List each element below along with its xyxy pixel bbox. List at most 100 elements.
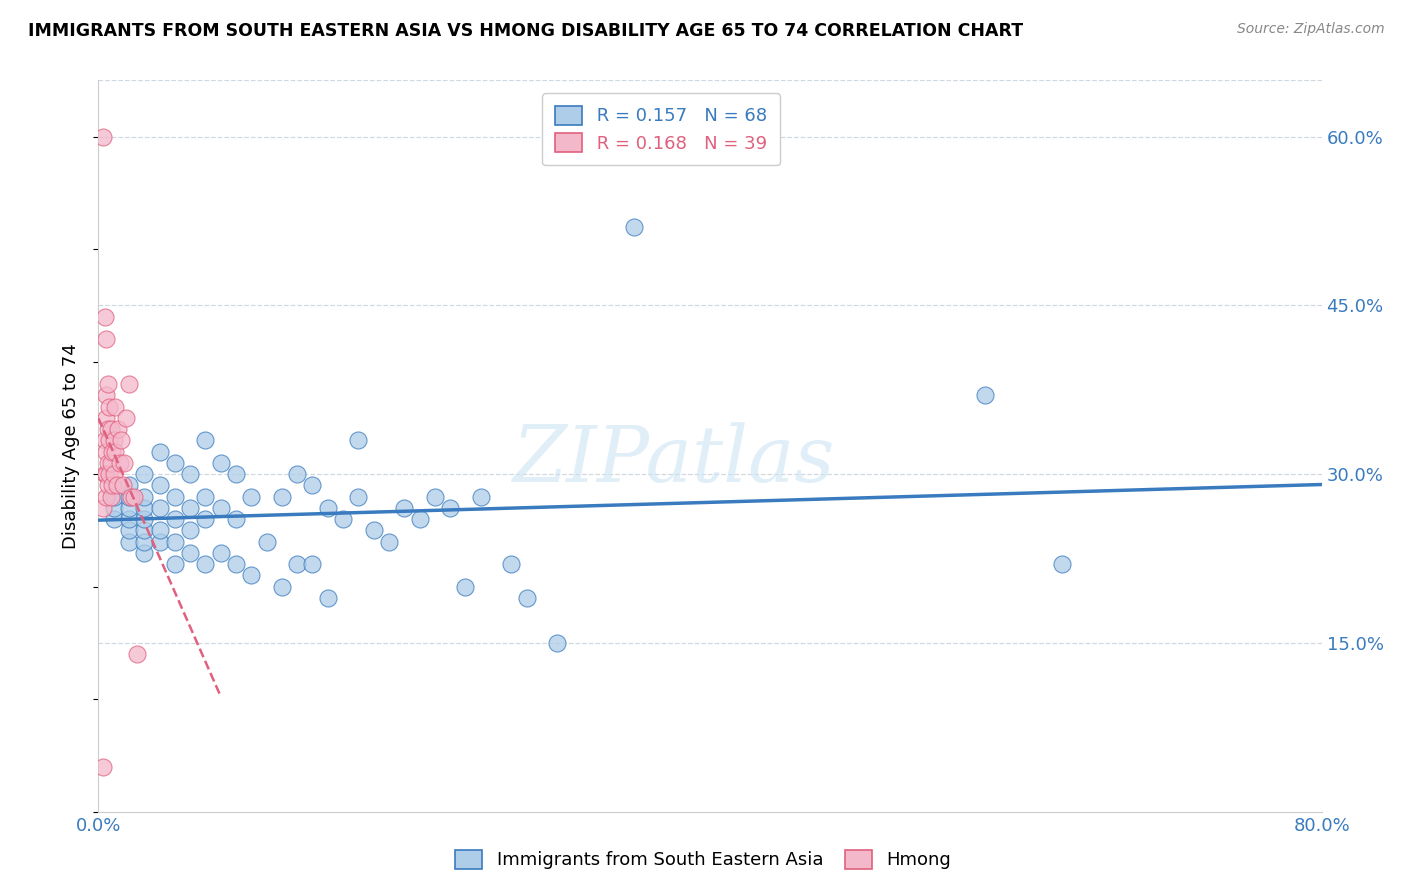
Point — [101, 444, 124, 458]
Point — [111, 478, 134, 492]
Point — [134, 546, 156, 560]
Point — [163, 512, 186, 526]
Point — [163, 456, 186, 470]
Point — [240, 490, 263, 504]
Point — [91, 760, 114, 774]
Point — [118, 534, 141, 549]
Point — [516, 591, 538, 605]
Point — [94, 332, 117, 346]
Point — [163, 557, 186, 571]
Point — [194, 557, 217, 571]
Point — [100, 422, 122, 436]
Point — [363, 524, 385, 538]
Point — [225, 467, 247, 482]
Point — [439, 500, 461, 515]
Point — [118, 478, 141, 492]
Point — [392, 500, 416, 515]
Point — [270, 490, 292, 504]
Point — [134, 467, 156, 482]
Point — [470, 490, 492, 504]
Point — [209, 500, 232, 515]
Point — [332, 512, 354, 526]
Point — [179, 524, 201, 538]
Point — [93, 310, 115, 324]
Point — [149, 500, 172, 515]
Point — [316, 500, 339, 515]
Point — [103, 500, 125, 515]
Point — [122, 490, 145, 504]
Point — [163, 534, 186, 549]
Point — [118, 512, 141, 526]
Point — [118, 524, 141, 538]
Point — [256, 534, 278, 549]
Point — [118, 490, 141, 504]
Point — [179, 467, 201, 482]
Point — [149, 478, 172, 492]
Point — [316, 591, 339, 605]
Point — [1050, 557, 1073, 571]
Point — [347, 434, 370, 448]
Point — [347, 490, 370, 504]
Point — [225, 512, 247, 526]
Text: ZIPatlas: ZIPatlas — [512, 423, 835, 499]
Point — [91, 129, 114, 144]
Point — [108, 456, 131, 470]
Point — [149, 534, 172, 549]
Text: IMMIGRANTS FROM SOUTH EASTERN ASIA VS HMONG DISABILITY AGE 65 TO 74 CORRELATION : IMMIGRANTS FROM SOUTH EASTERN ASIA VS HM… — [28, 22, 1024, 40]
Point — [225, 557, 247, 571]
Point — [301, 478, 323, 492]
Point — [94, 444, 117, 458]
Point — [98, 400, 121, 414]
Point — [209, 546, 232, 560]
Point — [454, 580, 477, 594]
Point — [194, 434, 217, 448]
Point — [378, 534, 401, 549]
Point — [301, 557, 323, 571]
Point — [285, 467, 308, 482]
Point — [115, 410, 138, 425]
Point — [423, 490, 446, 504]
Point — [103, 467, 125, 482]
Point — [104, 444, 127, 458]
Point — [194, 490, 217, 504]
Point — [103, 434, 125, 448]
Point — [94, 490, 117, 504]
Point — [134, 512, 156, 526]
Legend: Immigrants from South Eastern Asia, Hmong: Immigrants from South Eastern Asia, Hmon… — [446, 840, 960, 879]
Point — [97, 377, 120, 392]
Point — [103, 512, 125, 526]
Point — [546, 636, 568, 650]
Legend:  R = 0.157   N = 68,  R = 0.168   N = 39: R = 0.157 N = 68, R = 0.168 N = 39 — [543, 93, 780, 165]
Point — [209, 456, 232, 470]
Point — [100, 490, 122, 504]
Point — [134, 490, 156, 504]
Point — [93, 467, 115, 482]
Point — [118, 377, 141, 392]
Point — [94, 410, 117, 425]
Point — [91, 500, 114, 515]
Point — [112, 456, 135, 470]
Point — [104, 400, 127, 414]
Point — [118, 500, 141, 515]
Point — [120, 490, 142, 504]
Text: Source: ZipAtlas.com: Source: ZipAtlas.com — [1237, 22, 1385, 37]
Point — [163, 490, 186, 504]
Point — [149, 444, 172, 458]
Point — [240, 568, 263, 582]
Point — [134, 534, 156, 549]
Point — [285, 557, 308, 571]
Point — [501, 557, 523, 571]
Y-axis label: Disability Age 65 to 74: Disability Age 65 to 74 — [62, 343, 80, 549]
Point — [110, 434, 132, 448]
Point — [270, 580, 292, 594]
Point — [107, 422, 129, 436]
Point — [974, 388, 997, 402]
Point — [97, 456, 120, 470]
Point — [93, 434, 115, 448]
Point — [125, 647, 148, 661]
Point — [134, 524, 156, 538]
Point — [94, 388, 117, 402]
Point — [103, 490, 125, 504]
Point — [100, 456, 122, 470]
Point — [179, 546, 201, 560]
